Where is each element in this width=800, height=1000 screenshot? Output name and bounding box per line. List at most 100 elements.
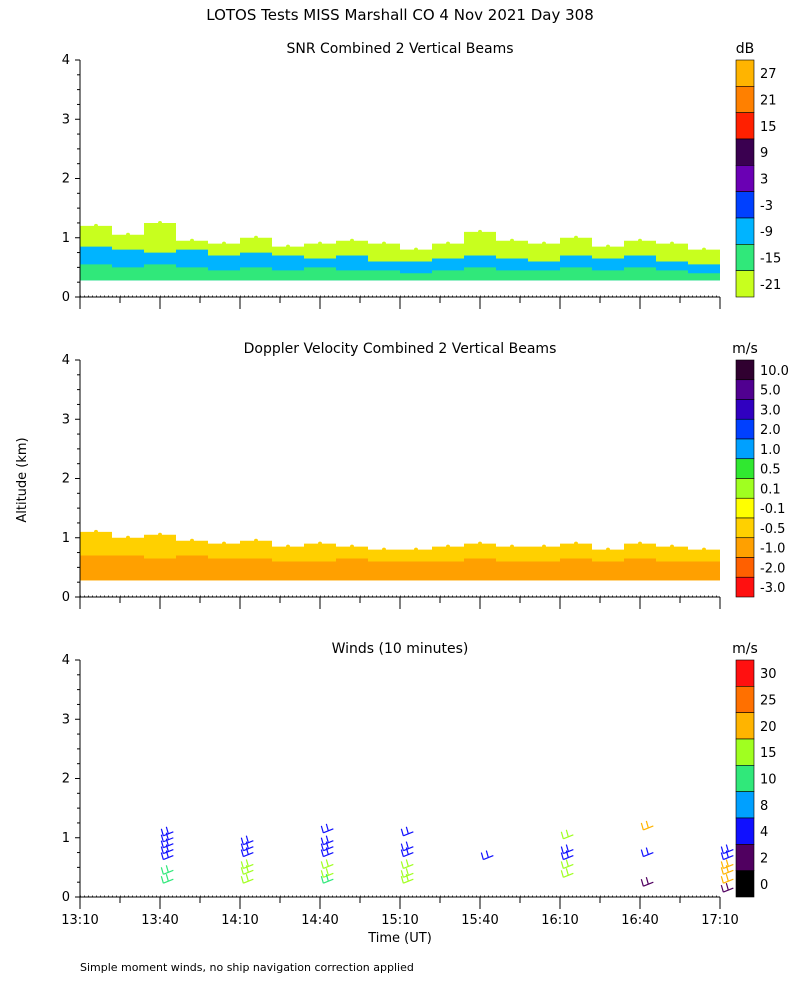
panel-doppler: Doppler Velocity Combined 2 Vertical Bea…: [62, 341, 789, 609]
data-point-doppler: [414, 547, 418, 552]
data-point-snr: [318, 241, 322, 246]
barb-flag: [160, 867, 164, 875]
barb-flag: [160, 834, 164, 842]
wind-barb: [160, 844, 174, 855]
colorbar-swatch: [735, 844, 755, 871]
colorbar-label: -9: [760, 225, 773, 240]
data-point-snr: [702, 247, 706, 252]
barb-flag: [240, 843, 244, 851]
barb-flag: [400, 870, 404, 878]
wind-barb: [560, 868, 574, 878]
barb-flag: [565, 859, 569, 867]
wind-barb: [720, 865, 734, 875]
barb-flag: [725, 859, 729, 867]
barb-flag: [165, 874, 169, 882]
panel-title-doppler: Doppler Velocity Combined 2 Vertical Bea…: [244, 341, 557, 357]
barb-flag: [165, 865, 169, 873]
barb-flag: [325, 835, 329, 843]
colorbar-label: 3.0: [760, 403, 781, 418]
data-point-doppler: [222, 541, 226, 546]
x-axis-label: Time (UT): [367, 931, 432, 946]
barb-flag: [160, 840, 164, 848]
barb-flag: [325, 874, 329, 882]
wind-barb: [240, 835, 254, 846]
colorbar-label: 10.0: [760, 364, 789, 379]
colorbar-label: -3.0: [760, 581, 785, 596]
barb-flag: [400, 828, 404, 836]
colorbar-swatch: [735, 497, 755, 519]
wind-barb: [160, 832, 174, 843]
barb-flag: [720, 861, 724, 869]
barb-flag: [725, 882, 729, 891]
panel-units-snr: dB: [736, 41, 755, 57]
colorbar-swatch: [735, 112, 755, 140]
y-tick-label: 2: [62, 772, 70, 787]
data-point-doppler: [190, 538, 194, 543]
data-point-doppler: [318, 541, 322, 546]
data-point-doppler: [542, 544, 546, 549]
barb-flag: [160, 828, 164, 836]
barb-flag: [245, 874, 249, 882]
colorbar-swatch: [735, 438, 755, 460]
colorbar-swatch: [735, 244, 755, 271]
barb-flag: [565, 850, 569, 858]
data-point-snr: [190, 238, 194, 243]
barb-flag: [165, 826, 169, 834]
data-point-doppler: [574, 541, 578, 546]
data-point-snr: [350, 238, 354, 243]
barb-flag: [245, 865, 249, 873]
barb-flag: [320, 843, 324, 851]
y-tick-label: 3: [62, 112, 70, 127]
wind-barb: [320, 823, 334, 834]
barb-flag: [645, 847, 649, 855]
barb-flag: [400, 876, 404, 884]
colorbar-swatch: [735, 478, 755, 499]
barb-flag: [160, 876, 164, 884]
chart-title: LOTOS Tests MISS Marshall CO 4 Nov 2021 …: [206, 6, 593, 24]
barb-flag: [405, 841, 409, 849]
barb-flag: [640, 822, 644, 831]
x-tick-label: 17:10: [701, 913, 738, 928]
colorbar-swatch: [735, 791, 755, 819]
wind-barb: [640, 847, 654, 858]
colorbar-label: 3: [760, 173, 768, 188]
panel-snr: SNR Combined 2 Vertical Beams dB 0 1 2 3 4 27 21…: [62, 41, 781, 309]
barb-flag: [405, 859, 409, 867]
wind-barb: [720, 859, 734, 869]
barb-flag: [240, 849, 244, 857]
barb-flag: [485, 850, 489, 858]
data-point-doppler: [158, 532, 162, 537]
colorbar-label: 10: [760, 773, 777, 788]
colorbar-label: -0.5: [760, 522, 785, 537]
colorbar-swatch: [735, 817, 755, 845]
data-point-snr: [542, 241, 546, 246]
wind-barb: [400, 859, 414, 869]
panels-group: SNR Combined 2 Vertical Beams dB012342721…: [61, 41, 789, 928]
wind-barb: [560, 850, 574, 861]
wind-barb: [160, 838, 174, 849]
colorbar-label: 2: [760, 852, 768, 867]
colorbar-swatch: [735, 165, 755, 192]
colorbar-label: 0: [760, 878, 768, 893]
wind-barb: [320, 874, 334, 884]
colorbar-swatch: [735, 86, 755, 113]
barb-flag: [405, 847, 409, 855]
wind-barb: [640, 820, 654, 831]
y-tick-label: 0: [62, 290, 70, 305]
barb-flag: [560, 846, 564, 854]
barb-flag: [400, 843, 404, 851]
x-tick-label: 15:40: [461, 913, 498, 928]
x-tick-label: 14:10: [221, 913, 258, 928]
wind-barb: [160, 826, 174, 837]
barb-flag: [400, 861, 404, 869]
data-point-snr: [478, 229, 482, 234]
layer-doppler-lower-layer: [80, 555, 720, 581]
wind-barb: [400, 847, 414, 858]
panel-units-winds: m/s: [732, 641, 758, 657]
data-point-doppler: [94, 529, 98, 534]
wind-barb: [560, 844, 574, 855]
data-point-doppler: [254, 538, 258, 543]
barb-flag: [720, 846, 724, 854]
barb-flag: [645, 877, 649, 885]
